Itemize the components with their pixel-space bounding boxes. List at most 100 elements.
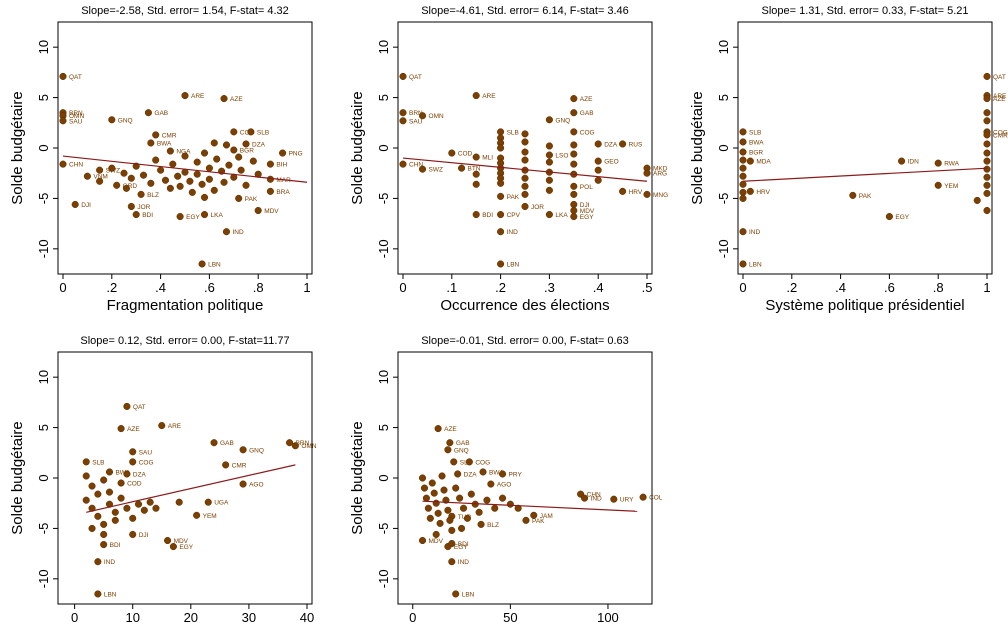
point-label: YEM: [203, 513, 217, 520]
y-tick-label: 0: [36, 474, 51, 481]
data-point: [291, 442, 299, 450]
point-label: DJI: [139, 532, 149, 539]
x-tick-label: .1: [446, 280, 457, 295]
data-point: [279, 149, 287, 157]
point-label: BRN: [296, 440, 310, 447]
data-point: [239, 480, 247, 488]
data-point: [570, 128, 578, 136]
data-point: [399, 160, 407, 168]
data-point: [521, 182, 529, 190]
data-point: [446, 516, 454, 524]
data-point: [521, 138, 529, 146]
point-label: MKD: [653, 166, 668, 173]
fit-line: [742, 167, 988, 182]
data-point: [983, 173, 991, 181]
point-label: DZA: [464, 471, 478, 478]
data-point: [545, 176, 553, 184]
point-label: BLZ: [147, 192, 159, 199]
point-label: LKA: [555, 212, 568, 219]
point-label: PNG: [289, 151, 303, 158]
point-label: MDV: [264, 208, 279, 215]
data-point: [983, 165, 991, 173]
data-point: [545, 211, 553, 219]
scatter-panel: Slope= 1.31, Std. error= 0.33, F-stat= 5…: [689, 5, 1008, 314]
data-point: [399, 72, 407, 80]
data-point: [475, 508, 483, 516]
x-tick-label: 30: [242, 610, 256, 625]
data-point: [117, 425, 125, 433]
data-point: [497, 211, 505, 219]
data-point: [59, 160, 67, 168]
data-point: [983, 95, 991, 103]
data-point: [739, 260, 747, 268]
point-label: ARE: [191, 93, 205, 100]
data-point: [230, 146, 238, 154]
data-point: [472, 92, 480, 100]
data-point: [521, 156, 529, 164]
y-tick-label: -5: [36, 523, 51, 535]
data-point: [147, 139, 155, 147]
point-label: SWZ: [429, 167, 443, 174]
x-tick-label: 100: [597, 610, 619, 625]
y-tick-label: 5: [36, 424, 51, 431]
data-point: [521, 202, 529, 211]
x-tick-label: .6: [204, 280, 215, 295]
point-label: JOR: [531, 204, 544, 211]
data-point: [934, 181, 942, 189]
point-label: BIH: [276, 162, 287, 169]
y-axis-label: Solde budgétaire: [349, 91, 366, 204]
x-tick-label: 0: [739, 280, 746, 295]
data-point: [181, 92, 189, 100]
data-point: [266, 187, 274, 195]
point-label: MDV: [174, 538, 189, 545]
point-label: JOR: [137, 204, 150, 211]
data-point: [210, 439, 218, 447]
data-point: [739, 138, 747, 146]
data-point: [428, 479, 436, 487]
point-label: CMR: [162, 132, 177, 139]
fit-line: [422, 500, 638, 512]
data-point: [497, 128, 505, 136]
data-point: [497, 228, 505, 236]
point-label: CHN: [69, 162, 83, 169]
data-point: [220, 178, 228, 186]
data-point: [129, 458, 137, 466]
data-point: [254, 206, 262, 215]
data-point: [88, 482, 96, 490]
point-label: EGY: [895, 214, 909, 221]
point-label: GAB: [456, 440, 470, 447]
data-point: [222, 228, 231, 236]
point-label: PAK: [507, 194, 520, 201]
point-label: OMN: [301, 443, 316, 450]
data-point: [186, 177, 194, 185]
data-point: [499, 470, 507, 478]
data-point: [113, 181, 121, 189]
point-label: LKA: [211, 212, 224, 219]
point-label: COG: [993, 129, 1008, 136]
data-point: [123, 402, 131, 410]
x-tick-label: 0: [409, 610, 416, 625]
y-axis-label: Solde budgétaire: [689, 91, 706, 204]
data-point: [514, 504, 522, 512]
data-point: [59, 72, 67, 80]
point-label: ARE: [168, 423, 182, 430]
point-label: BTN: [468, 166, 481, 173]
point-label: OMN: [69, 113, 84, 120]
point-label: BGR: [240, 148, 254, 155]
data-point: [235, 153, 243, 161]
data-point: [479, 468, 487, 476]
data-point: [198, 180, 206, 188]
point-label: DZA: [133, 471, 147, 478]
point-label: LBN: [749, 261, 762, 268]
data-point: [448, 558, 456, 566]
data-point: [450, 458, 458, 466]
data-point: [249, 157, 257, 165]
data-point: [610, 495, 618, 503]
data-point: [983, 181, 991, 189]
plot-frame: [397, 351, 653, 605]
data-point: [594, 176, 602, 184]
point-label: BDI: [110, 542, 121, 549]
point-label: IND: [458, 559, 470, 566]
data-point: [472, 180, 480, 188]
x-tick-label: .8: [933, 280, 944, 295]
